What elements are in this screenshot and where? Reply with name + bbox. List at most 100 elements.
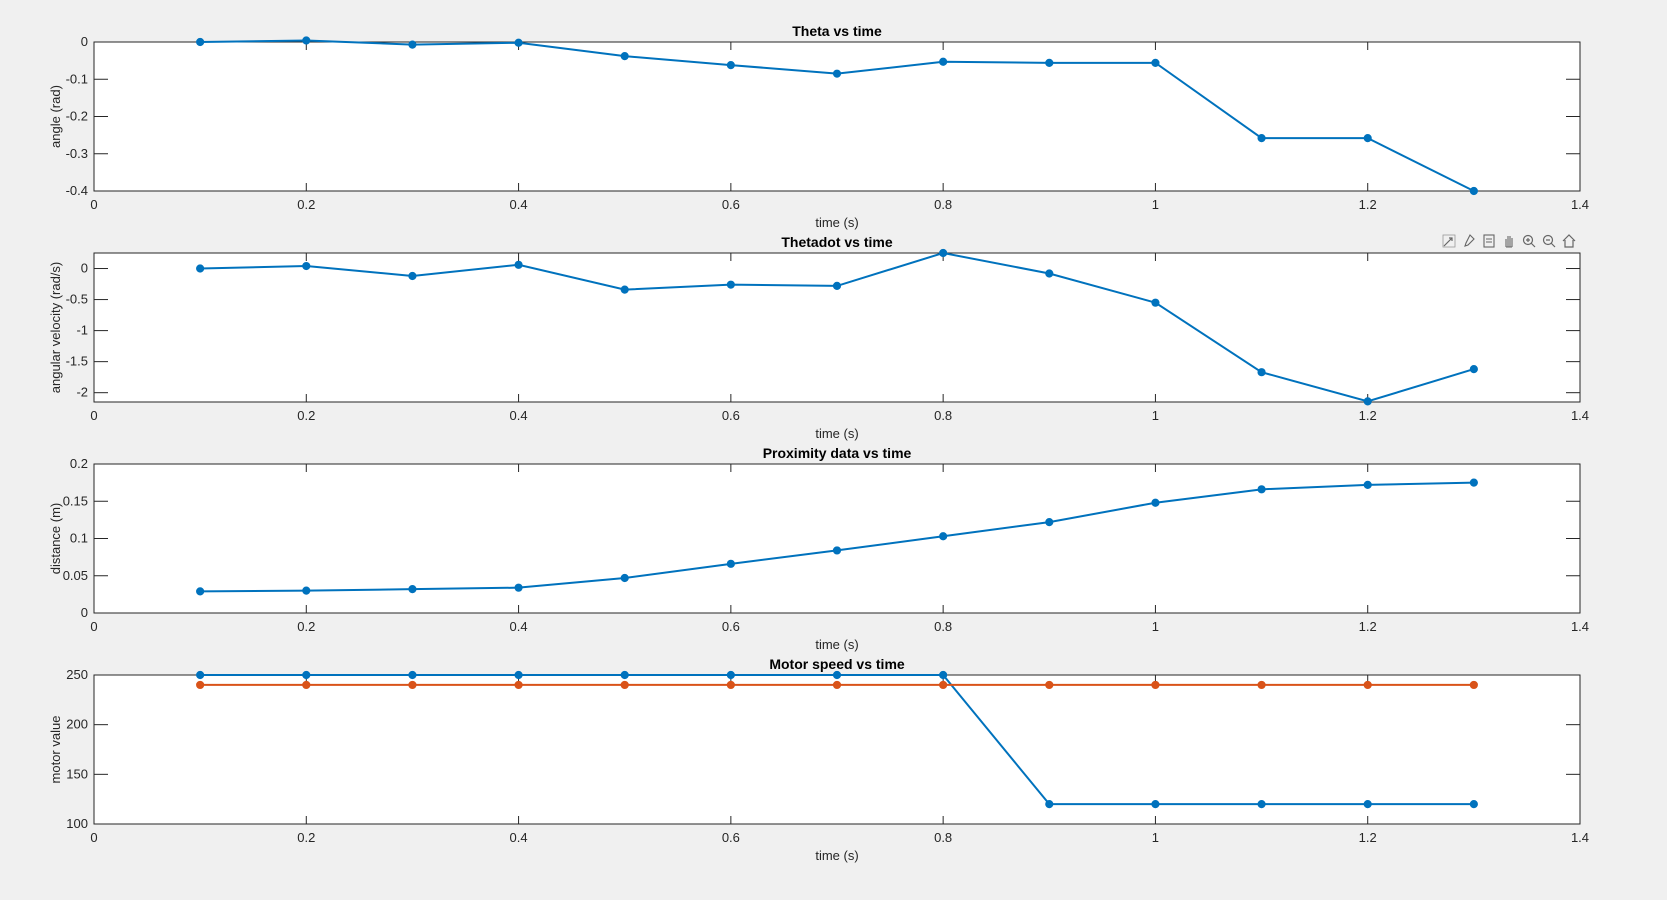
y-tick-label: -0.4 — [66, 183, 88, 198]
data-point — [196, 680, 205, 690]
data-point — [939, 57, 948, 66]
x-tick-label: 1 — [1152, 619, 1159, 634]
y-tick-label: -0.1 — [66, 71, 88, 86]
data-point — [196, 670, 205, 680]
zoom-in-icon[interactable] — [1520, 232, 1538, 250]
x-tick-label: 1.4 — [1571, 619, 1589, 634]
data-point — [726, 670, 735, 680]
y-tick-label: -1.5 — [66, 354, 88, 369]
data-point — [1469, 364, 1478, 374]
data-point — [514, 583, 523, 592]
data-point — [196, 264, 205, 273]
data-point — [408, 585, 417, 594]
subplot-4: 0 0.2 0.4 0.6 0.8 1 1.2 1.4 100 150 200 250 Motor sp… — [48, 656, 1589, 863]
y-axis-label: angular velocity (rad/s) — [48, 262, 63, 394]
chart-title: Thetadot vs time — [781, 234, 892, 250]
data-point — [1151, 800, 1160, 809]
x-tick-label: 0.2 — [297, 408, 315, 423]
data-point — [1469, 800, 1478, 809]
y-tick-label: -0.5 — [66, 292, 88, 307]
y-tick-label: 200 — [66, 717, 88, 732]
plot-area — [93, 674, 1581, 825]
data-point — [832, 680, 842, 690]
x-tick-label: 0.6 — [722, 197, 740, 212]
data-point — [1045, 269, 1054, 278]
data-point — [832, 546, 842, 555]
chart-title: Theta vs time — [792, 23, 882, 39]
y-tick-label: 0 — [81, 261, 88, 276]
data-point — [302, 261, 311, 271]
data-point — [408, 680, 417, 690]
x-tick-label: 1 — [1152, 197, 1159, 212]
x-tick-label: 0 — [90, 408, 97, 423]
y-tick-label: -0.2 — [66, 109, 88, 124]
data-point — [1151, 298, 1160, 307]
data-point — [408, 40, 417, 49]
data-point — [302, 680, 311, 690]
y-tick-label: -2 — [76, 385, 88, 400]
data-point — [514, 260, 523, 269]
data-point — [1045, 518, 1054, 527]
data-point — [408, 271, 417, 281]
brush-icon[interactable] — [1460, 232, 1478, 250]
axes-toolbar — [1440, 232, 1578, 250]
x-tick-label: 1.2 — [1359, 197, 1377, 212]
subplot-3: 0 0.2 0.4 0.6 0.8 1 1.2 1.4 0 0.05 0.1 0.15 0.2 Proxi… — [48, 445, 1589, 652]
data-point — [1257, 368, 1266, 377]
x-tick-label: 1.2 — [1359, 619, 1377, 634]
data-point — [1151, 680, 1160, 690]
data-point — [726, 680, 735, 690]
chart-title: Motor speed vs time — [769, 656, 905, 672]
x-tick-label: 0.8 — [934, 408, 952, 423]
data-point — [302, 36, 311, 45]
data-point — [1363, 800, 1372, 809]
x-tick-label: 0.2 — [297, 830, 315, 845]
data-point — [1469, 478, 1478, 487]
home-icon[interactable] — [1560, 232, 1578, 250]
data-point — [1363, 480, 1372, 489]
x-tick-label: 1.4 — [1571, 830, 1589, 845]
subplot-1: 0 0.2 0.4 0.6 0.8 1 1.2 1.4 0 -0.1 -0.2 -0.3 -0.4 The… — [48, 23, 1589, 230]
y-axis-label: angle (rad) — [48, 85, 63, 148]
x-axis-label: time (s) — [815, 637, 858, 652]
x-tick-label: 0.4 — [510, 197, 528, 212]
data-point — [726, 559, 735, 568]
data-point — [832, 670, 842, 680]
plot-area — [93, 463, 1581, 614]
data-point — [726, 280, 735, 289]
subplot-2: 0 0.2 0.4 0.6 0.8 1 1.2 1.4 0 -0.5 -1 -1.5 -2 Thetado… — [48, 234, 1589, 441]
x-tick-label: 1 — [1152, 830, 1159, 845]
data-point — [514, 680, 523, 690]
x-tick-label: 0.6 — [722, 619, 740, 634]
data-point — [1257, 680, 1266, 690]
data-point — [1045, 680, 1054, 690]
x-tick-label: 0.4 — [510, 830, 528, 845]
data-point — [302, 586, 311, 595]
data-point — [726, 60, 735, 70]
x-axis-label: time (s) — [815, 848, 858, 863]
datatip-icon[interactable] — [1480, 232, 1498, 250]
plot-area — [93, 41, 1581, 192]
data-point — [1151, 498, 1160, 507]
y-tick-label: 150 — [66, 766, 88, 781]
x-tick-label: 1.2 — [1359, 408, 1377, 423]
data-point — [1257, 134, 1266, 143]
export-icon[interactable] — [1440, 232, 1458, 250]
y-tick-label: 250 — [66, 667, 88, 682]
pan-icon[interactable] — [1500, 232, 1518, 250]
data-point — [939, 670, 948, 680]
x-tick-label: 0.4 — [510, 619, 528, 634]
y-tick-label: 0 — [81, 34, 88, 49]
data-point — [939, 680, 948, 690]
x-tick-label: 0.4 — [510, 408, 528, 423]
x-axis-label: time (s) — [815, 215, 858, 230]
data-point — [1151, 58, 1160, 67]
data-point — [939, 532, 948, 541]
data-point — [620, 680, 629, 690]
x-tick-label: 0.8 — [934, 619, 952, 634]
x-tick-label: 0 — [90, 830, 97, 845]
zoom-out-icon[interactable] — [1540, 232, 1558, 250]
data-point — [408, 670, 417, 680]
y-axis-label: distance (m) — [48, 503, 63, 575]
